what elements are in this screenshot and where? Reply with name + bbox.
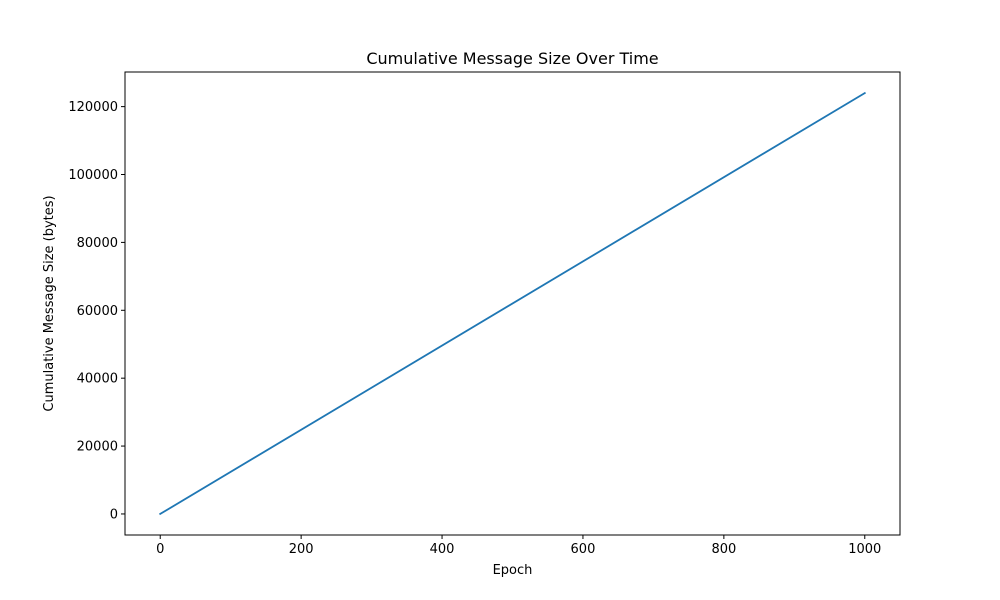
y-tick-label: 100000: [68, 168, 118, 183]
y-tick-label: 20000: [77, 440, 118, 455]
y-axis-label: Cumulative Message Size (bytes): [42, 195, 57, 411]
y-axis: 0 20000 40000 60000 80000 100000 120000: [68, 100, 125, 522]
chart-title: Cumulative Message Size Over Time: [366, 49, 658, 68]
x-tick-label: 400: [430, 542, 455, 557]
y-tick-label: 80000: [77, 236, 118, 251]
x-tick-label: 200: [289, 542, 314, 557]
plot-area-frame: [124, 71, 901, 536]
y-tick-label: 120000: [68, 100, 118, 115]
x-tick-label: 1000: [848, 542, 881, 557]
x-tick-label: 0: [156, 542, 164, 557]
y-tick-label: 40000: [77, 372, 118, 387]
series-layer: [158, 91, 867, 516]
x-axis: 0 200 400 600 800 1000: [156, 535, 881, 557]
y-tick-label: 60000: [77, 304, 118, 319]
series-line: [158, 91, 867, 516]
x-tick-label: 800: [711, 542, 736, 557]
x-axis-label: Epoch: [493, 563, 533, 578]
y-tick-label: 0: [110, 507, 118, 522]
x-tick-label: 600: [571, 542, 596, 557]
